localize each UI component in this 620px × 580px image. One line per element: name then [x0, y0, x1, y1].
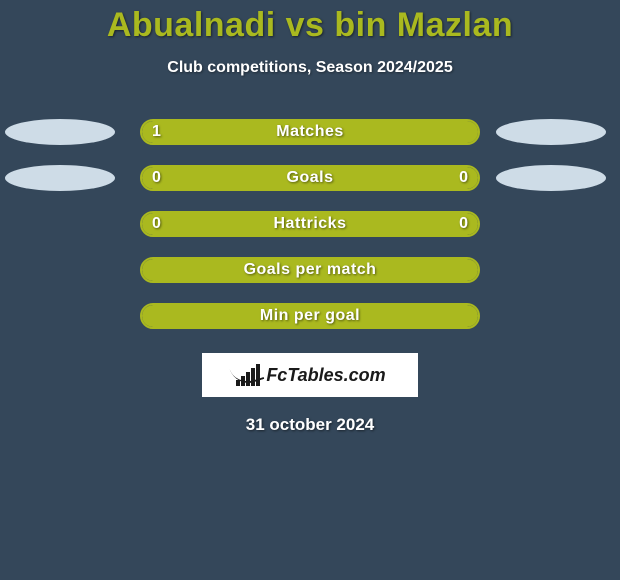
stat-label: Matches [140, 119, 480, 145]
stat-rows: Matches1Goals00Hattricks00Goals per matc… [0, 119, 620, 329]
stat-label: Hattricks [140, 211, 480, 237]
logo-text: FcTables.com [266, 365, 385, 386]
player-right-marker [496, 165, 606, 191]
stat-value-left: 0 [152, 211, 161, 237]
stat-value-left: 0 [152, 165, 161, 191]
logo-chart-icon [234, 364, 260, 386]
stat-label: Goals [140, 165, 480, 191]
stat-row: Matches1 [0, 119, 620, 145]
comparison-card: Abualnadi vs bin Mazlan Club competition… [0, 0, 620, 435]
stat-value-right: 0 [459, 165, 468, 191]
stat-row: Goals per match [0, 257, 620, 283]
stat-row: Goals0 0 [0, 165, 620, 191]
player-left-marker [5, 119, 115, 145]
player-left-marker [5, 165, 115, 191]
stat-row: Min per goal [0, 303, 620, 329]
logo-box: FcTables.com [202, 353, 418, 397]
date-label: 31 october 2024 [0, 415, 620, 435]
stat-label: Goals per match [140, 257, 480, 283]
subtitle: Club competitions, Season 2024/2025 [0, 59, 620, 77]
stat-label: Min per goal [140, 303, 480, 329]
page-title: Abualnadi vs bin Mazlan [0, 6, 620, 45]
stat-value-right: 0 [459, 211, 468, 237]
stat-value-left: 1 [152, 119, 161, 145]
player-right-marker [496, 119, 606, 145]
stat-row: Hattricks0 0 [0, 211, 620, 237]
